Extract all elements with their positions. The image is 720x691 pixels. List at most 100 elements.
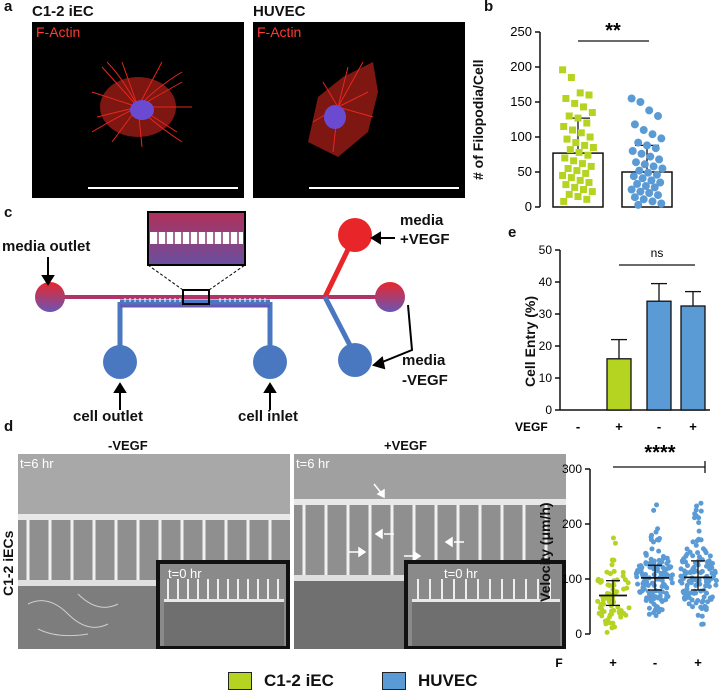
- data-point: [589, 144, 597, 151]
- data-point: [705, 599, 711, 605]
- cell-entry-chart: 0 10 20 30 40 50 - + - + VEGF ns: [515, 243, 710, 434]
- bar-1: [606, 358, 632, 411]
- data-point: [646, 605, 652, 611]
- vegf-tick-label: +: [615, 419, 623, 434]
- panel-d-title-minus: -VEGF: [108, 438, 148, 453]
- data-point: [656, 595, 662, 601]
- data-point: [656, 609, 662, 615]
- data-point: [639, 570, 645, 576]
- data-point: [669, 580, 675, 586]
- significance-label: ****: [644, 445, 675, 464]
- data-point: [639, 126, 648, 134]
- data-point: [636, 98, 645, 106]
- data-point: [635, 166, 644, 175]
- data-point: [634, 200, 643, 209]
- data-point: [684, 546, 690, 552]
- data-point: [643, 572, 649, 578]
- data-point: [609, 562, 615, 568]
- data-point: [610, 620, 616, 626]
- data-point: [620, 569, 626, 575]
- data-point: [690, 553, 696, 559]
- data-point: [699, 621, 705, 627]
- data-point: [657, 199, 666, 208]
- factin-label: F-Actin: [257, 24, 302, 40]
- legend-label: HUVEC: [418, 671, 478, 690]
- data-point: [654, 112, 662, 120]
- data-point: [621, 586, 627, 592]
- data-point: [595, 598, 601, 604]
- inset-time-label: t=0 hr: [168, 566, 202, 581]
- data-point: [656, 178, 665, 187]
- data-point: [702, 605, 708, 611]
- data-point: [695, 612, 701, 618]
- data-point: [656, 537, 662, 543]
- data-point: [611, 557, 617, 563]
- velocity-ylabel: Velocity (μm/h): [537, 502, 553, 602]
- data-point: [713, 578, 719, 584]
- data-point: [693, 542, 699, 548]
- data-point: [611, 582, 617, 588]
- data-point: [598, 610, 604, 616]
- data-point: [654, 191, 662, 200]
- data-point: [689, 597, 695, 603]
- data-point: [698, 508, 704, 514]
- data-point: [585, 179, 593, 186]
- data-point: [660, 553, 666, 559]
- data-point: [600, 596, 606, 602]
- y-tick-label: 100: [510, 129, 532, 144]
- y-tick-label: 30: [539, 307, 553, 321]
- data-point: [565, 112, 573, 120]
- data-point: [660, 572, 666, 578]
- filopodia-chart: 0 50 100 150 200 250 **: [510, 20, 673, 214]
- data-point: [678, 573, 684, 579]
- scale-bar: [309, 187, 459, 189]
- data-point: [585, 91, 593, 99]
- data-point: [662, 568, 668, 574]
- data-point: [611, 607, 617, 613]
- data-point: [706, 562, 712, 568]
- y-tick-label: 200: [510, 59, 532, 74]
- data-point: [581, 141, 589, 149]
- y-tick-label: 50: [518, 164, 532, 179]
- time-label: t=6 hr: [20, 456, 54, 471]
- data-point: [693, 507, 699, 513]
- data-point: [646, 152, 655, 161]
- data-point: [636, 187, 645, 196]
- data-point: [560, 197, 568, 205]
- data-point: [683, 589, 689, 595]
- data-point: [648, 598, 654, 604]
- data-point: [632, 158, 640, 167]
- data-point: [639, 195, 648, 204]
- data-point: [569, 126, 576, 134]
- media-vegf-bottom-label2: -VEGF: [402, 372, 448, 389]
- data-point: [707, 566, 713, 572]
- data-point: [694, 503, 700, 509]
- data-point: [610, 535, 616, 541]
- data-point: [663, 590, 669, 596]
- data-point: [696, 515, 702, 521]
- panel-a-title-huvec: HUVEC: [253, 3, 306, 20]
- data-point: [629, 172, 638, 181]
- data-point: [572, 139, 580, 147]
- data-point: [698, 570, 704, 576]
- panel-b-letter: b: [484, 0, 494, 15]
- data-point: [562, 95, 570, 102]
- data-point: [577, 129, 585, 137]
- data-point: [560, 123, 568, 130]
- y-tick-label: 10: [539, 371, 553, 385]
- panel-a-letter: a: [4, 0, 13, 15]
- panel-d-title-plus: +VEGF: [384, 438, 427, 453]
- vegf-tick-label: -: [576, 419, 580, 434]
- panel-e-letter: e: [508, 224, 517, 241]
- data-point: [612, 540, 618, 546]
- cell-outlet-label: cell outlet: [73, 408, 144, 425]
- vegf-tick-label: -: [653, 655, 657, 670]
- data-point: [573, 167, 581, 175]
- micrograph-huvec-factin: F-Actin: [253, 22, 465, 198]
- data-point: [644, 595, 650, 601]
- data-point: [571, 99, 579, 107]
- data-point: [576, 89, 584, 97]
- y-tick-label: 200: [562, 517, 582, 531]
- data-point: [637, 589, 643, 595]
- data-point: [609, 625, 615, 631]
